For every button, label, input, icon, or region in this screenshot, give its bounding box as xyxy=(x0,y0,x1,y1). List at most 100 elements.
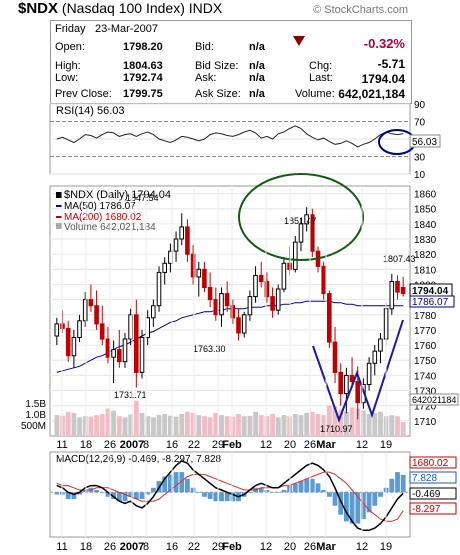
symbol: $NDX xyxy=(18,0,59,17)
annotation-1807: 1807.43 xyxy=(383,254,416,264)
macd-histogram-bar xyxy=(122,492,128,502)
macd-histogram-bar xyxy=(224,492,230,502)
volume-bar xyxy=(309,411,315,436)
top-ellipse-annotation xyxy=(238,173,364,261)
candle-body xyxy=(366,362,372,385)
macd-histogram-bar xyxy=(372,492,378,506)
candle-body xyxy=(372,350,378,364)
macd-axis-label: -8.297 xyxy=(412,504,441,515)
ask-label: Ask: xyxy=(195,72,217,84)
x-tick-label: 19 xyxy=(380,439,392,451)
price-tick-label: 1760 xyxy=(414,341,437,352)
candle-body xyxy=(304,214,309,225)
candle-body xyxy=(190,253,196,278)
macd-histogram-bar xyxy=(202,492,207,497)
volume-bar xyxy=(105,408,111,436)
candle-body xyxy=(293,241,298,270)
x-tick-label: 8 xyxy=(143,439,149,451)
volume-bar xyxy=(213,412,219,436)
x-tick-label: 2007 xyxy=(120,541,144,553)
price-tick-label: 1780 xyxy=(414,311,437,322)
volume-bar xyxy=(224,416,230,436)
volume-bar xyxy=(122,417,128,436)
volume-bar xyxy=(264,416,270,436)
x-tick-label: 26 xyxy=(104,541,116,553)
candle-body xyxy=(99,323,105,340)
volume-bar xyxy=(321,415,327,436)
x-tick-label: 18 xyxy=(80,541,92,553)
candle-body xyxy=(88,299,94,307)
price-tick-label: 1840 xyxy=(414,220,437,231)
volume-label: Volume: xyxy=(295,88,335,100)
candle-body xyxy=(122,338,128,363)
volume-bar xyxy=(378,411,383,436)
volume-bar xyxy=(173,416,179,436)
ma50-axis-label: 1786.07 xyxy=(412,297,449,308)
candle-body xyxy=(139,337,145,373)
brand-link[interactable]: © StockCharts.com xyxy=(313,4,408,16)
volume-bar xyxy=(236,414,241,436)
candle-body xyxy=(321,265,326,295)
volume-bar xyxy=(372,412,378,436)
x-tick-label: 26 xyxy=(104,439,116,451)
candle-body xyxy=(117,349,122,363)
macd-histogram-bar xyxy=(213,492,219,502)
bid-size-label: Bid Size: xyxy=(195,60,239,72)
price-tick-label: 1730 xyxy=(414,387,437,398)
percent-change: -0.32% xyxy=(363,36,405,51)
chg-value: -5.71 xyxy=(377,57,405,71)
macd-histogram-bar xyxy=(270,492,275,493)
macd-histogram-bar xyxy=(105,492,111,497)
candle-body xyxy=(258,274,264,282)
candle-body xyxy=(54,323,60,337)
volume-bar xyxy=(275,417,281,436)
macd-histogram-bar xyxy=(128,492,134,497)
x-tick-label: Mar xyxy=(316,541,336,553)
candle-body xyxy=(378,338,383,352)
x-tick-label: 18 xyxy=(80,439,92,451)
macd-histogram-bar xyxy=(275,492,281,493)
candle-body xyxy=(105,338,111,358)
volume-bar xyxy=(179,414,185,436)
price-tick-label: 1830 xyxy=(414,235,437,246)
macd-histogram-bar xyxy=(219,492,224,502)
macd-histogram-bar xyxy=(168,474,173,493)
volume-bar xyxy=(139,412,145,436)
annotation-1851: 1851.47 xyxy=(284,216,317,226)
volume-bar xyxy=(202,416,207,436)
low-value: 1792.74 xyxy=(123,72,163,84)
x-tick-label: 12 xyxy=(356,439,368,451)
macd-histogram-bar xyxy=(258,487,264,493)
down-arrow-icon xyxy=(293,36,305,46)
candle-body xyxy=(389,281,395,310)
candle-body xyxy=(247,296,253,316)
macd-histogram-bar xyxy=(151,487,156,493)
price-tick-label: 1750 xyxy=(414,356,437,367)
volume-bar xyxy=(82,416,88,436)
high-value: 1804.63 xyxy=(123,60,163,72)
last-price-label: 1794.04 xyxy=(412,286,449,297)
candle-body xyxy=(327,293,332,343)
volume-bar xyxy=(344,411,349,436)
candle-body xyxy=(71,337,77,357)
x-tick-label: 22 xyxy=(188,439,200,451)
macd-histogram-bar xyxy=(338,492,344,515)
volume-bar xyxy=(145,416,151,436)
volume-bar xyxy=(349,407,355,436)
macd-histogram-bar xyxy=(400,474,406,493)
macd-histogram-bar xyxy=(139,492,145,499)
rsi-tick-label: 10 xyxy=(414,170,426,181)
macd-axis-box xyxy=(409,471,457,484)
exchange: INDX xyxy=(188,0,223,16)
volume-bar xyxy=(241,416,247,436)
candle-body xyxy=(179,226,184,240)
macd-legend: MACD(12,26,9) -0.469, -8.297, 7.828 xyxy=(56,454,222,465)
candle-body xyxy=(236,317,241,334)
ask-size-label: Ask Size: xyxy=(195,88,241,100)
volume-bar xyxy=(88,416,94,436)
x-tick-label: 19 xyxy=(380,541,392,553)
rsi-tick-label: 70 xyxy=(414,118,426,129)
volume-axis-label: 642021184 xyxy=(412,395,456,405)
